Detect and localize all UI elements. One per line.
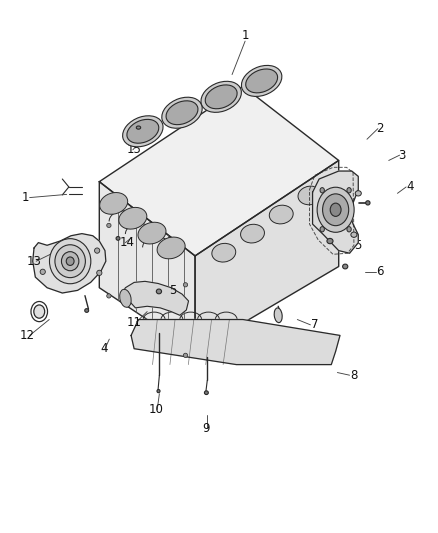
Ellipse shape [34, 305, 45, 318]
Ellipse shape [166, 101, 198, 125]
Text: 5: 5 [355, 239, 362, 252]
Ellipse shape [40, 269, 46, 274]
Ellipse shape [184, 353, 187, 358]
Ellipse shape [100, 192, 128, 214]
Ellipse shape [66, 257, 74, 265]
Text: 13: 13 [27, 255, 42, 268]
Polygon shape [122, 281, 188, 316]
Polygon shape [195, 160, 339, 351]
Ellipse shape [246, 69, 278, 93]
Polygon shape [33, 233, 106, 293]
Polygon shape [131, 319, 340, 365]
Ellipse shape [322, 194, 349, 225]
Ellipse shape [317, 187, 354, 232]
Ellipse shape [55, 245, 85, 278]
Text: 4: 4 [100, 342, 107, 355]
Ellipse shape [97, 270, 102, 276]
Ellipse shape [355, 191, 361, 196]
Text: 14: 14 [120, 236, 135, 249]
Ellipse shape [343, 264, 348, 269]
Ellipse shape [366, 201, 370, 205]
Ellipse shape [85, 309, 88, 312]
Text: 1: 1 [241, 29, 249, 42]
Ellipse shape [320, 227, 325, 232]
Ellipse shape [320, 188, 325, 193]
Ellipse shape [347, 227, 351, 232]
Ellipse shape [49, 239, 91, 284]
Text: 6: 6 [376, 265, 384, 278]
Polygon shape [99, 86, 339, 256]
Ellipse shape [136, 126, 141, 129]
Ellipse shape [107, 223, 111, 228]
Text: 1: 1 [21, 191, 29, 204]
Ellipse shape [330, 203, 341, 216]
Text: 11: 11 [127, 316, 141, 329]
Ellipse shape [156, 289, 162, 294]
Text: 4: 4 [407, 181, 414, 193]
Ellipse shape [123, 116, 163, 147]
Ellipse shape [127, 119, 159, 143]
Ellipse shape [351, 232, 357, 237]
Ellipse shape [61, 252, 79, 271]
Text: 8: 8 [350, 369, 357, 382]
Ellipse shape [138, 222, 166, 244]
Ellipse shape [240, 224, 265, 243]
Ellipse shape [184, 282, 187, 287]
Ellipse shape [107, 294, 111, 298]
Ellipse shape [327, 238, 333, 244]
Polygon shape [313, 171, 358, 253]
Ellipse shape [120, 289, 131, 308]
Ellipse shape [347, 188, 351, 193]
Ellipse shape [298, 186, 322, 205]
Ellipse shape [269, 205, 293, 224]
Ellipse shape [205, 85, 237, 109]
Ellipse shape [119, 207, 147, 229]
Ellipse shape [116, 237, 120, 240]
Ellipse shape [201, 82, 241, 112]
Ellipse shape [212, 244, 236, 262]
Text: 12: 12 [20, 329, 35, 342]
Polygon shape [99, 182, 195, 351]
Text: 7: 7 [311, 318, 318, 332]
Ellipse shape [157, 237, 185, 259]
Text: 9: 9 [202, 422, 210, 435]
Ellipse shape [162, 97, 202, 128]
Text: 10: 10 [148, 403, 163, 416]
Ellipse shape [95, 248, 100, 253]
Ellipse shape [157, 390, 160, 393]
Text: 2: 2 [376, 122, 384, 135]
Text: 3: 3 [398, 149, 406, 161]
Ellipse shape [241, 66, 282, 96]
Ellipse shape [274, 308, 282, 322]
Ellipse shape [205, 391, 208, 394]
Text: 5: 5 [170, 284, 177, 297]
Ellipse shape [31, 302, 47, 321]
Text: 15: 15 [127, 143, 141, 156]
